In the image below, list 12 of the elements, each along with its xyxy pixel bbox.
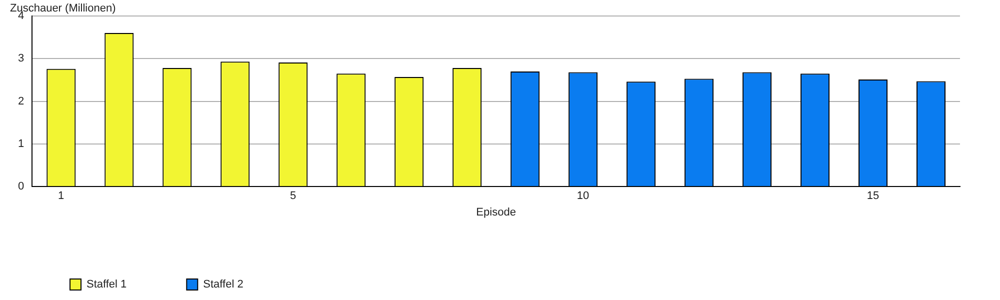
y-tick-label: 2	[18, 95, 24, 108]
x-axis-title: Episode	[476, 206, 516, 218]
legend-label: Staffel 1	[86, 278, 127, 291]
y-tick-label: 3	[18, 52, 24, 65]
y-tick-label: 1	[18, 138, 24, 150]
x-tick-label: 15	[866, 190, 880, 202]
y-tick-label: 4	[18, 10, 24, 22]
legend-label: Staffel 2	[203, 278, 244, 291]
x-tick-label: 10	[576, 190, 590, 202]
x-tick-label: 1	[58, 190, 64, 202]
x-tick-label: 5	[290, 190, 296, 202]
y-tick-label: 0	[18, 180, 24, 193]
